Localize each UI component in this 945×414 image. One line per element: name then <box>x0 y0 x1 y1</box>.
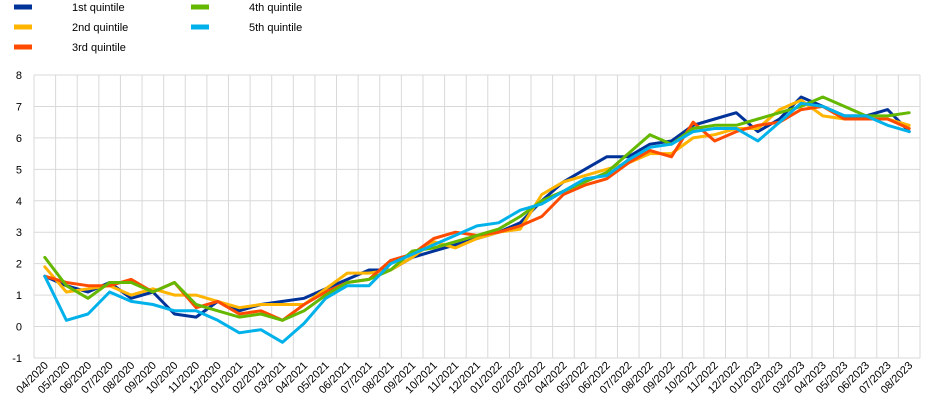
y-tick-label: -1 <box>12 353 22 365</box>
legend-item: 4th quintile <box>191 2 302 14</box>
y-tick-label: 6 <box>16 133 22 145</box>
legend-item: 3rd quintile <box>14 42 126 54</box>
legend-label: 3rd quintile <box>72 42 126 54</box>
legend: 1st quintile 2nd quintile 3rd quintile 4th … <box>14 2 302 54</box>
y-tick-label: 3 <box>16 227 22 239</box>
legend-item: 2nd quintile <box>14 22 128 34</box>
series-line-2 <box>43 98 911 310</box>
legend-label: 2nd quintile <box>72 22 128 34</box>
series-line-3 <box>43 104 911 322</box>
series-line-4 <box>43 95 911 322</box>
y-tick-label: 7 <box>16 101 22 113</box>
legend-item: 1st quintile <box>14 2 125 14</box>
y-tick-label: 2 <box>16 259 22 271</box>
y-tick-label: 4 <box>16 196 22 208</box>
series-lines <box>43 95 911 344</box>
series-line-5 <box>43 101 911 344</box>
legend-item: 5th quintile <box>191 22 302 34</box>
legend-label: 4th quintile <box>249 2 302 14</box>
legend-label: 1st quintile <box>72 2 125 14</box>
y-tick-label: 1 <box>16 290 22 302</box>
y-tick-label: 0 <box>16 322 22 334</box>
legend-label: 5th quintile <box>249 22 302 34</box>
y-tick-label: 5 <box>16 164 22 176</box>
y-tick-label: 8 <box>16 70 22 82</box>
